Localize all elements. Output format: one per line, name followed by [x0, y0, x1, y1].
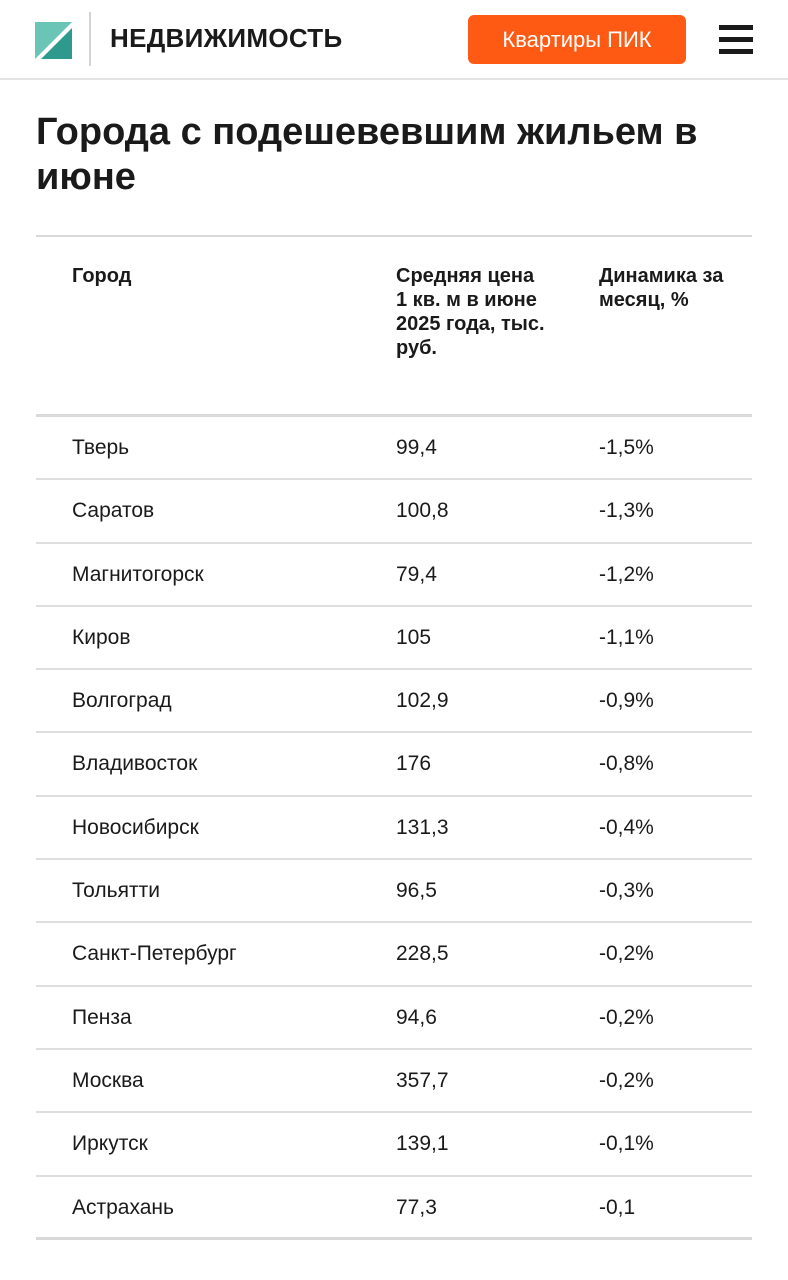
cell-dynamics: -1,1% — [599, 625, 654, 649]
cell-city: Киров — [72, 625, 131, 649]
cell-dynamics: -1,3% — [599, 499, 654, 523]
site-header: НЕДВИЖИМОСТЬ Квартиры ПИК — [0, 0, 788, 80]
table-row: Тольятти 96,5 -0,3% — [36, 860, 752, 924]
table-row: Новосибирск 131,3 -0,4% — [36, 797, 752, 861]
cell-price: 131,3 — [396, 815, 449, 839]
cell-city: Тольятти — [72, 879, 160, 903]
cell-city: Владивосток — [72, 752, 198, 776]
cell-price: 94,6 — [396, 1005, 437, 1029]
table-row: Иркутск 139,1 -0,1% — [36, 1113, 752, 1177]
table-row: Магнитогорск 79,4 -1,2% — [36, 544, 752, 607]
cell-price: 105 — [396, 625, 432, 649]
cell-city: Астрахань — [72, 1195, 174, 1219]
cell-dynamics: -0,1% — [599, 1132, 654, 1156]
cell-price: 176 — [396, 752, 432, 776]
cell-dynamics: -0,2% — [599, 1068, 654, 1092]
cell-city: Волгоград — [72, 689, 172, 713]
cell-dynamics: -1,5% — [599, 436, 654, 459]
table-row: Киров 105 -1,1% — [36, 607, 752, 671]
page-title: Города с подешевевшим жильем в июне — [36, 111, 698, 198]
table-row: Пенза 94,6 -0,2% — [36, 987, 752, 1050]
table-row: Москва 357,7 -0,2% — [36, 1050, 752, 1114]
section-logo-text[interactable]: НЕДВИЖИМОСТЬ — [110, 23, 343, 53]
logo-icon[interactable] — [35, 22, 72, 59]
cell-price: 228,5 — [396, 942, 449, 966]
column-header-price: Средняя цена 1 кв. м в июне 2025 года, т… — [396, 265, 545, 359]
column-header-city: Город — [72, 265, 132, 287]
cell-price: 79,4 — [396, 562, 437, 586]
cell-price: 100,8 — [396, 499, 449, 523]
cell-dynamics: -0,1 — [599, 1195, 636, 1219]
cell-price: 102,9 — [396, 689, 449, 713]
table-body: Тверь 99,4 -1,5% Саратов 100,8 -1,3% Магнитого… — [36, 417, 752, 1240]
table-row: Астрахань 77,3 -0,1 — [36, 1177, 752, 1240]
cell-dynamics: -0,9% — [599, 689, 654, 713]
cell-dynamics: -1,2% — [599, 562, 654, 586]
cell-dynamics: -0,4% — [599, 815, 654, 839]
table-row: Тверь 99,4 -1,5% — [36, 417, 752, 481]
table-row: Владивосток 176 -0,8% — [36, 733, 752, 797]
cell-city: Санкт-Петербург — [72, 942, 237, 966]
cell-price: 77,3 — [396, 1195, 437, 1219]
table-row: Волгоград 102,9 -0,9% — [36, 670, 752, 734]
column-header-dynamics: Динамика за месяц, % — [599, 265, 724, 311]
cell-city: Пенза — [72, 1005, 132, 1029]
price-table: Город Средняя цена 1 кв. м в июне 2025 г… — [36, 235, 752, 1240]
cell-city: Тверь — [72, 436, 130, 459]
cell-city: Москва — [72, 1068, 144, 1092]
table-header: Город Средняя цена 1 кв. м в июне 2025 г… — [36, 237, 752, 417]
table-row: Саратов 100,8 -1,3% — [36, 480, 752, 544]
table-top-divider — [36, 235, 752, 237]
cell-price: 139,1 — [396, 1132, 449, 1156]
hamburger-menu-icon[interactable] — [719, 25, 753, 55]
cell-dynamics: -0,8% — [599, 752, 654, 776]
cell-city: Саратов — [72, 499, 155, 523]
cell-city: Новосибирск — [72, 815, 199, 839]
cell-dynamics: -0,2% — [599, 1005, 654, 1029]
cell-price: 99,4 — [396, 436, 437, 459]
cell-dynamics: -0,3% — [599, 879, 654, 903]
cell-price: 357,7 — [396, 1068, 449, 1092]
cell-city: Магнитогорск — [72, 562, 204, 586]
table-row: Санкт-Петербург 228,5 -0,2% — [36, 923, 752, 987]
pik-apartments-button[interactable]: Квартиры ПИК — [468, 15, 686, 64]
cell-dynamics: -0,2% — [599, 942, 654, 966]
cell-city: Иркутск — [72, 1132, 148, 1156]
logo-divider — [89, 12, 91, 66]
cell-price: 96,5 — [396, 879, 437, 903]
